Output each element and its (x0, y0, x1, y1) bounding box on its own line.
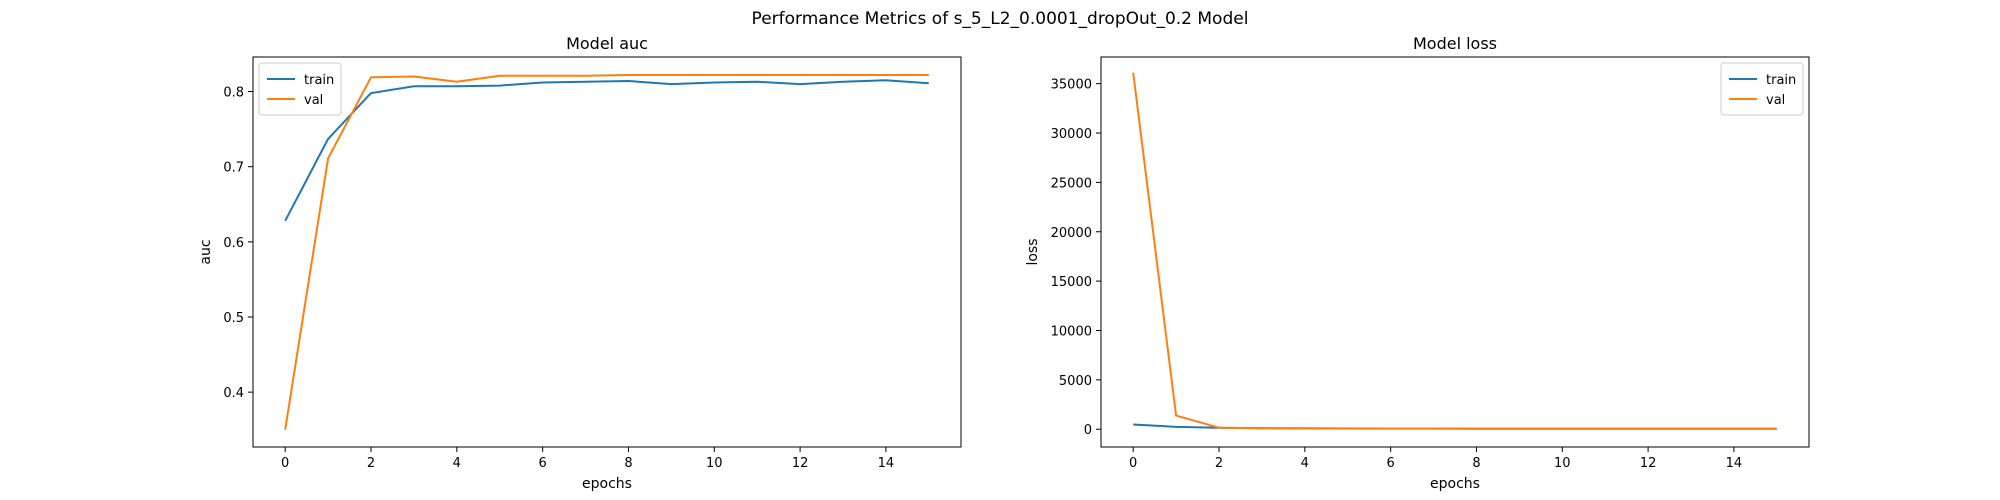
chart1-xtick-label: 6 (538, 456, 546, 471)
chart1-series-train (284, 79, 929, 222)
chart2-xtick-label: 8 (1472, 456, 1480, 471)
chart2-ytick-label: 0 (1084, 423, 1092, 438)
chart1-ytick-label: 0.7 (223, 161, 244, 176)
chart2-legend: train val (1720, 62, 1804, 116)
chart1-ytick-label: 0.6 (223, 236, 244, 251)
chart1-xtick-label: 8 (624, 456, 632, 471)
chart2-ylabel: loss (1025, 238, 1041, 265)
chart2-ytick-label: 30000 (1051, 127, 1092, 142)
chart2-legend-label-val: val (1766, 93, 1785, 108)
chart1-xtick-label: 12 (792, 456, 809, 471)
figure-suptitle: Performance Metrics of s_5_L2_0.0001_dro… (752, 9, 1249, 29)
chart2-legend-box (1720, 62, 1804, 116)
chart2-ytick-label: 5000 (1059, 374, 1092, 389)
chart2-ytick-label: 10000 (1051, 324, 1092, 339)
chart1-series-val (284, 74, 929, 430)
chart1-legend: train val (258, 62, 342, 116)
chart2-legend-label-train: train (1766, 73, 1796, 88)
chart1-xtick-label: 14 (878, 456, 895, 471)
chart2-ytick-label: 25000 (1051, 176, 1092, 191)
chart2-ytick-label: 15000 (1051, 275, 1092, 290)
chart2-title: Model loss (1413, 34, 1497, 53)
chart2-ytick-label: 35000 (1051, 78, 1092, 93)
chart1-ylabel: auc (198, 239, 214, 264)
chart2-xtick-label: 12 (1640, 456, 1657, 471)
chart1-ytick-label: 0.8 (223, 86, 244, 101)
chart2-ytick-label: 20000 (1051, 226, 1092, 241)
chart2-xtick-label: 4 (1301, 456, 1309, 471)
chart1-xtick-label: 10 (706, 456, 723, 471)
chart2-xtick-label: 2 (1215, 456, 1223, 471)
chart2-xtick-label: 10 (1554, 456, 1571, 471)
chart1-xtick-label: 4 (453, 456, 461, 471)
chart1-xtick-label: 2 (367, 456, 375, 471)
chart1-title: Model auc (566, 34, 648, 53)
chart1-ytick-label: 0.5 (223, 311, 244, 326)
chart2-axes-frame (1100, 56, 1810, 448)
chart1-legend-label-train: train (304, 73, 334, 88)
chart2-xtick-label: 0 (1129, 456, 1137, 471)
chart2: Model loss 0 2 4 6 8 10 12 14 0 5000 10000 15000 2000… (1025, 34, 1810, 492)
chart2-xtick-label: 6 (1386, 456, 1394, 471)
chart1-xtick-label: 0 (281, 456, 289, 471)
chart1: Model auc 0 2 4 6 8 10 12 14 0.4 0.5 0.6 0.7 0.8 epoch… (198, 34, 962, 492)
chart1-legend-label-val: val (304, 93, 323, 108)
chart1-ytick-label: 0.4 (223, 386, 244, 401)
chart2-xtick-label: 14 (1726, 456, 1743, 471)
chart2-xlabel: epochs (1430, 476, 1480, 492)
chart1-axes-frame (252, 56, 962, 448)
chart1-xlabel: epochs (582, 476, 632, 492)
chart1-legend-box (258, 62, 342, 116)
chart2-series-val (1132, 72, 1777, 430)
